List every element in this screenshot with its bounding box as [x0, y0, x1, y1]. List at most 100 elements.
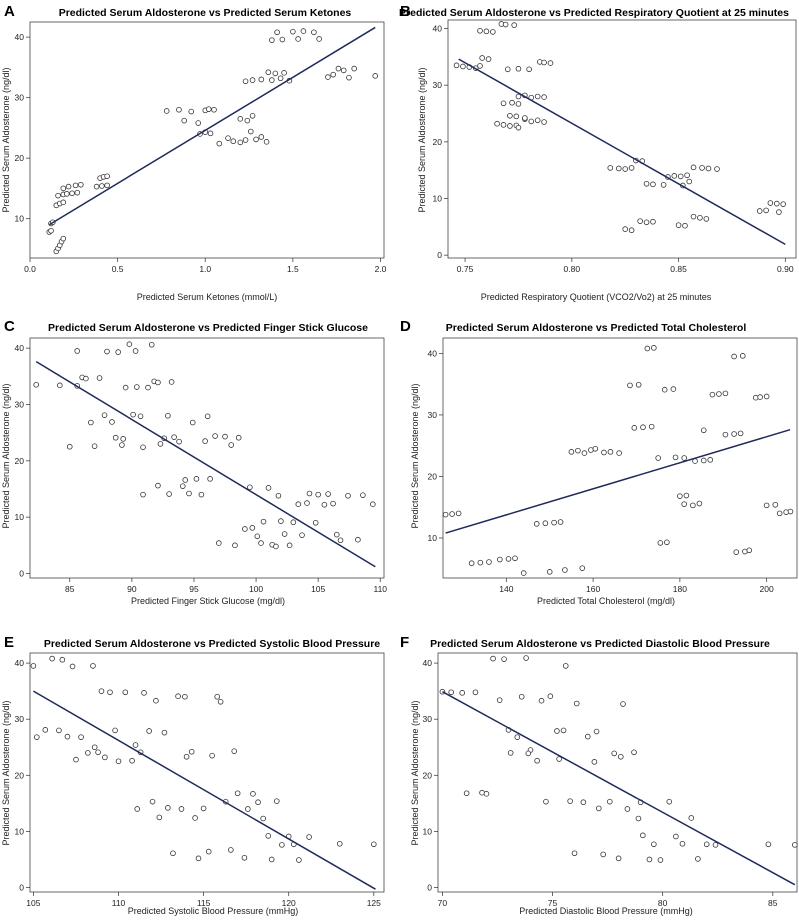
x-tick-label: 110 — [373, 584, 387, 594]
x-tick-label: 2.0 — [375, 264, 387, 274]
data-point — [222, 433, 228, 440]
data-point — [48, 227, 54, 234]
data-point — [315, 491, 321, 498]
data-point — [556, 756, 562, 762]
x-tick-label: 1.5 — [287, 264, 299, 274]
x-tick-label: 160 — [586, 584, 600, 594]
data-point — [193, 476, 200, 482]
data-point — [772, 501, 779, 508]
data-point — [463, 790, 470, 797]
data-point — [249, 112, 256, 119]
x-tick-label: 85 — [768, 898, 778, 908]
data-point — [534, 757, 540, 764]
data-point — [265, 485, 272, 491]
data-point — [102, 754, 108, 761]
data-point — [472, 689, 479, 696]
data-point — [195, 120, 202, 126]
x-tick-label: 70 — [438, 898, 448, 908]
data-point — [290, 28, 296, 35]
data-point — [520, 570, 527, 576]
x-tick-label: 125 — [367, 898, 381, 908]
data-point — [670, 386, 677, 392]
data-point — [515, 101, 522, 107]
data-point — [681, 455, 688, 461]
data-point — [615, 165, 622, 172]
x-tick-label: 105 — [311, 584, 325, 594]
y-tick-label: 40 — [433, 24, 443, 34]
chart-title-d: Predicted Serum Aldosterone vs Predicted… — [446, 322, 747, 334]
data-point — [607, 449, 614, 455]
y-axis-label-d: Predicted Serum Aldosterone (ng/dl) — [410, 383, 420, 528]
data-point — [575, 447, 581, 454]
data-point — [104, 182, 110, 189]
data-point — [557, 519, 564, 525]
data-point — [616, 450, 622, 456]
data-point — [178, 806, 185, 812]
x-tick-label: 0.5 — [112, 264, 124, 274]
data-point — [677, 493, 683, 499]
data-point — [316, 36, 322, 42]
data-point — [321, 501, 328, 508]
data-point — [122, 384, 129, 391]
plot-frame-d — [442, 337, 798, 579]
x-axis-label-b: Predicted Respiratory Quotient (VCO2/Vo2… — [481, 292, 712, 302]
data-point — [325, 491, 331, 497]
x-tick-label: 140 — [499, 584, 513, 594]
data-point — [69, 663, 76, 670]
data-point — [165, 412, 171, 419]
data-point — [340, 67, 347, 74]
data-point — [515, 124, 522, 131]
data-point — [763, 502, 770, 509]
data-point — [507, 112, 513, 119]
data-point — [767, 200, 774, 206]
data-point — [453, 62, 460, 69]
data-point — [477, 559, 484, 566]
data-point — [64, 733, 71, 740]
x-axis-label-a: Predicted Serum Ketones (mmol/L) — [137, 292, 278, 302]
data-point — [96, 375, 103, 381]
data-point — [207, 476, 213, 482]
chart-title-e: Predicted Serum Aldosterone vs Predicted… — [44, 638, 380, 650]
data-point — [74, 348, 80, 354]
plot-frame-f — [437, 652, 798, 893]
data-point — [112, 434, 119, 441]
data-point — [622, 166, 629, 172]
y-tick-label: 20 — [15, 153, 25, 163]
data-point — [622, 226, 629, 232]
data-point — [91, 744, 98, 751]
data-point — [104, 348, 110, 355]
plot-frame-e — [29, 652, 385, 893]
data-point — [245, 806, 251, 812]
data-point — [611, 750, 617, 757]
data-point — [156, 814, 163, 821]
data-point — [682, 222, 688, 229]
x-tick-label: 105 — [26, 898, 40, 908]
data-point — [155, 482, 161, 489]
data-point — [132, 348, 139, 354]
data-point — [515, 93, 522, 100]
data-point — [211, 106, 217, 113]
data-point — [182, 477, 189, 483]
data-point — [541, 119, 547, 125]
data-point — [449, 511, 455, 517]
panel-letter-e: E — [4, 634, 14, 651]
data-point — [232, 542, 238, 549]
data-point — [145, 384, 151, 391]
data-point — [534, 93, 541, 100]
data-point — [455, 510, 462, 517]
data-point — [163, 108, 170, 114]
data-point — [60, 235, 67, 242]
plot-area-a: 0.0 0.5 1.0 1.5 2.0 10 20 30 40 — [15, 21, 387, 274]
data-point — [85, 750, 91, 756]
data-point — [202, 438, 208, 444]
plot-area-d: 140 160 180 200 10 20 30 40 — [428, 337, 798, 594]
data-point — [494, 120, 500, 127]
data-point — [161, 729, 168, 736]
data-point — [228, 442, 235, 448]
data-point — [562, 663, 569, 669]
data-point — [700, 457, 707, 464]
data-point — [60, 199, 67, 206]
data-point — [581, 450, 588, 456]
y-tick-label: 20 — [433, 137, 443, 147]
data-point — [179, 483, 186, 489]
